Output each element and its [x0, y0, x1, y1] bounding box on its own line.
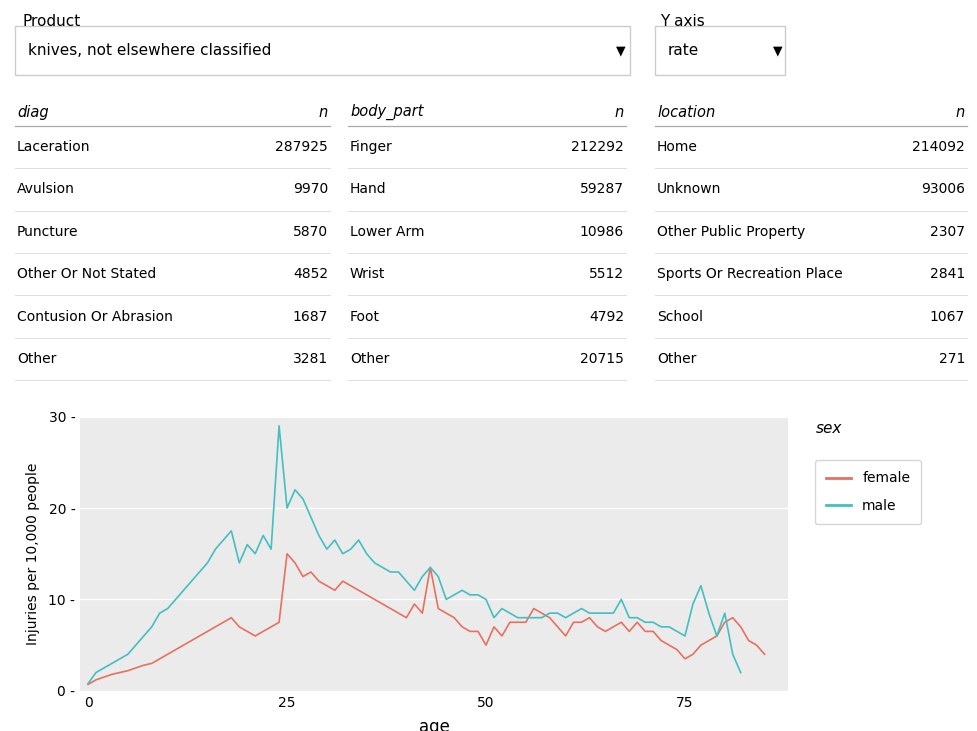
Text: 5512: 5512 — [589, 268, 624, 281]
Text: 10986: 10986 — [579, 225, 624, 239]
Text: 4792: 4792 — [589, 310, 624, 324]
Text: Other: Other — [17, 352, 57, 366]
Bar — [15, 26, 630, 75]
Text: Home: Home — [657, 140, 698, 154]
Text: 214092: 214092 — [913, 140, 965, 154]
Text: 20715: 20715 — [580, 352, 624, 366]
Text: School: School — [657, 310, 703, 324]
Text: Product: Product — [22, 14, 80, 29]
Text: Contusion Or Abrasion: Contusion Or Abrasion — [17, 310, 173, 324]
Text: 2307: 2307 — [930, 225, 965, 239]
Text: Lower Arm: Lower Arm — [350, 225, 424, 239]
Text: 287925: 287925 — [276, 140, 328, 154]
Text: Sports Or Recreation Place: Sports Or Recreation Place — [657, 268, 842, 281]
Text: location: location — [657, 105, 715, 120]
Text: diag: diag — [17, 105, 49, 120]
Bar — [655, 26, 785, 75]
Text: Y axis: Y axis — [660, 14, 704, 29]
Text: 9970: 9970 — [293, 183, 328, 197]
Text: Laceration: Laceration — [17, 140, 91, 154]
Text: Unknown: Unknown — [657, 183, 721, 197]
Text: 3281: 3281 — [293, 352, 328, 366]
Text: 4852: 4852 — [293, 268, 328, 281]
Text: Finger: Finger — [350, 140, 393, 154]
X-axis label: age: age — [419, 718, 449, 731]
Text: 93006: 93006 — [921, 183, 965, 197]
Text: Other: Other — [657, 352, 697, 366]
Text: body_part: body_part — [350, 104, 423, 121]
Text: n: n — [615, 105, 624, 120]
Y-axis label: Injuries per 10,000 people: Injuries per 10,000 people — [26, 463, 40, 645]
Text: 1687: 1687 — [293, 310, 328, 324]
Text: Hand: Hand — [350, 183, 387, 197]
Text: n: n — [319, 105, 328, 120]
Text: Other Or Not Stated: Other Or Not Stated — [17, 268, 156, 281]
Text: Puncture: Puncture — [17, 225, 78, 239]
Text: knives, not elsewhere classified: knives, not elsewhere classified — [28, 43, 272, 58]
Text: ▼: ▼ — [616, 44, 626, 57]
Text: rate: rate — [668, 43, 700, 58]
Text: 2841: 2841 — [930, 268, 965, 281]
Text: 212292: 212292 — [572, 140, 624, 154]
Text: Wrist: Wrist — [350, 268, 385, 281]
Text: Other: Other — [350, 352, 390, 366]
Text: Foot: Foot — [350, 310, 380, 324]
Legend: female, male: female, male — [815, 461, 921, 524]
Text: 271: 271 — [939, 352, 965, 366]
Text: 1067: 1067 — [930, 310, 965, 324]
Text: ▼: ▼ — [773, 44, 783, 57]
Text: sex: sex — [816, 421, 842, 436]
Text: n: n — [956, 105, 965, 120]
Text: 5870: 5870 — [293, 225, 328, 239]
Text: 59287: 59287 — [580, 183, 624, 197]
Text: Avulsion: Avulsion — [17, 183, 75, 197]
Text: Other Public Property: Other Public Property — [657, 225, 805, 239]
